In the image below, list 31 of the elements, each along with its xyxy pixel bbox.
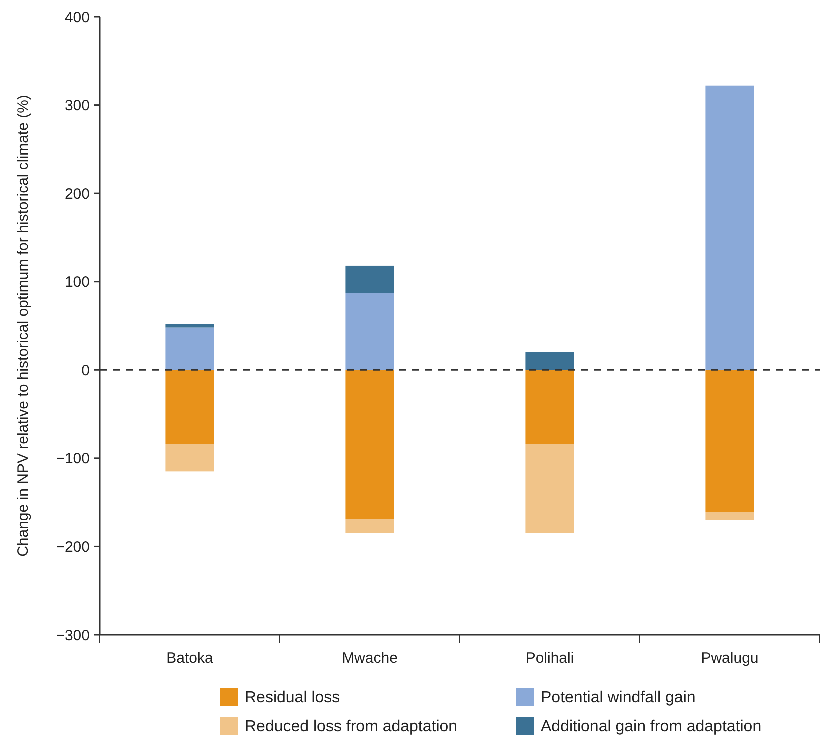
legend-label: Reduced loss from adaptation (245, 718, 458, 736)
bar (166, 444, 214, 472)
y-tick-label: 200 (64, 186, 90, 203)
bar (526, 352, 574, 370)
legend-label: Potential windfall gain (541, 690, 696, 707)
y-tick-label: 300 (64, 98, 90, 115)
x-tick-label: Batoka (166, 650, 214, 667)
y-tick-label: −200 (56, 538, 90, 556)
bar (346, 370, 394, 520)
y-tick-label: −100 (56, 450, 90, 468)
bar (706, 370, 754, 512)
bar (346, 519, 394, 534)
bar (526, 370, 574, 444)
y-axis-title: Change in NPV relative to historical optimum for historical climate (%) (15, 95, 32, 557)
bar (706, 86, 754, 370)
legend-label: Residual loss (245, 690, 340, 707)
x-tick-label: Pwalugu (701, 650, 759, 667)
bar (346, 266, 394, 294)
bar (526, 444, 574, 534)
y-tick-label: 100 (64, 274, 90, 292)
bar (166, 324, 214, 328)
y-tick-label: 0 (82, 362, 90, 380)
bar (166, 328, 214, 370)
bar (346, 293, 394, 370)
x-tick-label: Polihali (526, 650, 574, 667)
y-tick-label: −300 (56, 627, 90, 644)
y-tick-label: 400 (64, 9, 90, 26)
x-tick-label: Mwache (342, 650, 398, 667)
bar (706, 512, 754, 520)
bar (166, 370, 214, 444)
legend-label: Additional gain from adaptation (541, 718, 762, 736)
